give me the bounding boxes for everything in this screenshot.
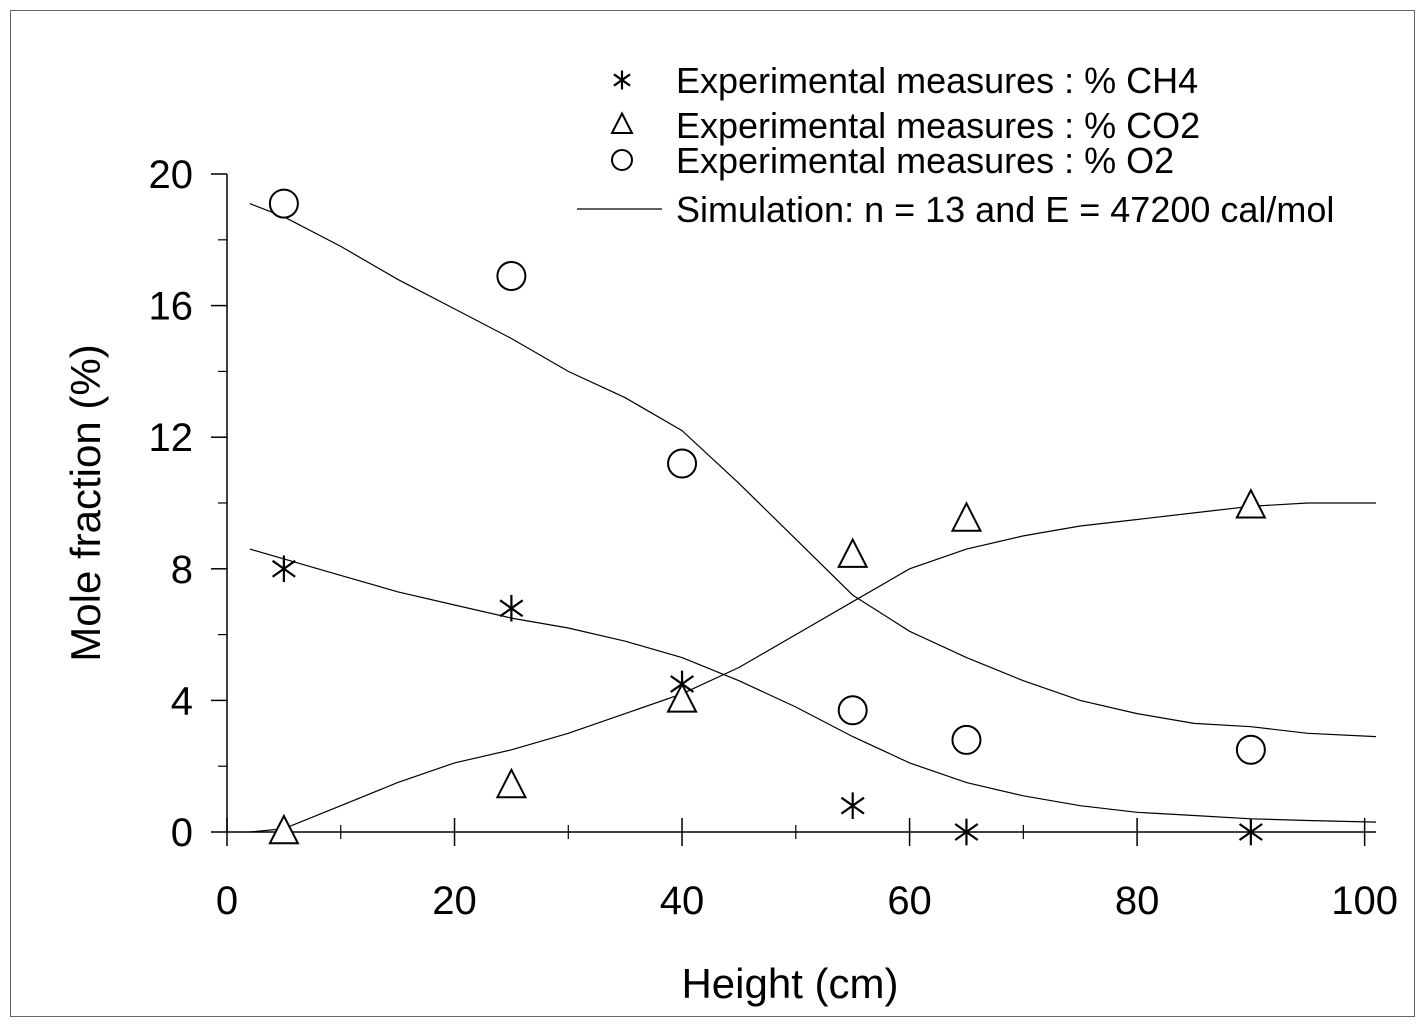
circle-shape: [837, 695, 868, 726]
legend: Experimental measures : % CH4 Experiment…: [577, 60, 1334, 230]
legend-asterisk-icon: [613, 70, 631, 90]
x-axis-title: Height (cm): [681, 960, 898, 1007]
ch4-point: [840, 792, 865, 819]
x-tick-label: 100: [1331, 879, 1398, 923]
circle-shape: [1235, 734, 1266, 765]
triangle-shape: [666, 682, 698, 713]
legend-triangle-icon: [610, 111, 634, 135]
triangle-shape: [610, 111, 634, 135]
asterisk-stroke: [1238, 823, 1263, 841]
legend-label-ch4: Experimental measures : % CH4: [676, 60, 1198, 101]
x-tick-label: 0: [216, 879, 238, 923]
legend-label-co2: Experimental measures : % CO2: [676, 105, 1200, 146]
circle-shape: [496, 260, 527, 291]
triangle-shape: [495, 767, 528, 799]
circle-shape: [611, 149, 633, 171]
y-tick-label: 12: [149, 416, 194, 460]
asterisk-legend-mark: [613, 70, 631, 90]
ch4-point: [499, 594, 524, 622]
legend-item-o2: Experimental measures : % O2: [611, 140, 1174, 181]
legend-item-ch4: Experimental measures : % CH4: [613, 60, 1198, 101]
asterisk-stroke: [840, 796, 865, 815]
y-ticks: 0 4 8 12 16 20: [149, 153, 227, 855]
o2-point: [496, 260, 527, 291]
legend-item-simulation: Simulation: n = 13 and E = 47200 cal/mol: [577, 189, 1334, 230]
ch4-point: [271, 555, 296, 583]
legend-label-simulation: Simulation: n = 13 and E = 47200 cal/mol: [676, 189, 1334, 230]
co2-point: [495, 767, 528, 799]
circle-shape: [951, 724, 982, 755]
o2-point: [1235, 734, 1266, 765]
co2-point: [666, 682, 698, 713]
legend-item-co2: Experimental measures : % CO2: [610, 105, 1200, 146]
x-tick-label: 20: [432, 879, 477, 923]
circle-shape: [268, 188, 299, 219]
legend-circle-icon: [611, 149, 633, 171]
triangle-legend-mark: [610, 111, 634, 135]
y-axis-title: Mole fraction (%): [62, 344, 109, 661]
y-tick-label: 16: [149, 285, 194, 329]
x-tick-label: 60: [887, 879, 932, 923]
y-tick-label: 8: [171, 548, 193, 592]
asterisk-stroke: [499, 599, 524, 618]
triangle-shape: [837, 537, 869, 568]
legend-label-o2: Experimental measures : % O2: [676, 140, 1174, 181]
triangle-shape: [268, 813, 300, 845]
o2-point: [951, 724, 982, 755]
asterisk-stroke: [613, 73, 631, 87]
simulation-curves: [249, 203, 1377, 833]
data-markers: [268, 188, 1267, 846]
co2-point: [268, 813, 300, 845]
simulation-curve: [249, 203, 1377, 738]
x-tick-label: 80: [1115, 879, 1160, 923]
circle-shape: [667, 448, 698, 479]
asterisk-stroke: [271, 559, 296, 578]
o2-point: [667, 448, 698, 479]
axes: 0 4 8 12 16 20 0 20 40 60 80 100: [149, 153, 1398, 923]
o2-point: [268, 188, 299, 219]
ch4-point: [954, 818, 979, 846]
co2-point: [1235, 487, 1267, 519]
y-tick-label: 20: [149, 153, 194, 197]
co2-point: [837, 537, 869, 568]
x-tick-label: 40: [660, 879, 705, 923]
circle-legend-mark: [611, 149, 633, 171]
simulation-curve: [249, 548, 1377, 823]
o2-point: [837, 695, 868, 726]
x-ticks: 0 20 40 60 80 100: [216, 818, 1398, 923]
chart-frame: [10, 10, 1415, 1017]
y-tick-label: 4: [171, 679, 193, 723]
triangle-shape: [950, 501, 983, 532]
co2-point: [950, 501, 983, 532]
ch4-point: [1238, 818, 1263, 846]
asterisk-stroke: [954, 823, 979, 841]
simulation-curve: [249, 502, 1376, 833]
triangle-shape: [1235, 487, 1267, 519]
y-tick-label: 0: [171, 811, 193, 855]
